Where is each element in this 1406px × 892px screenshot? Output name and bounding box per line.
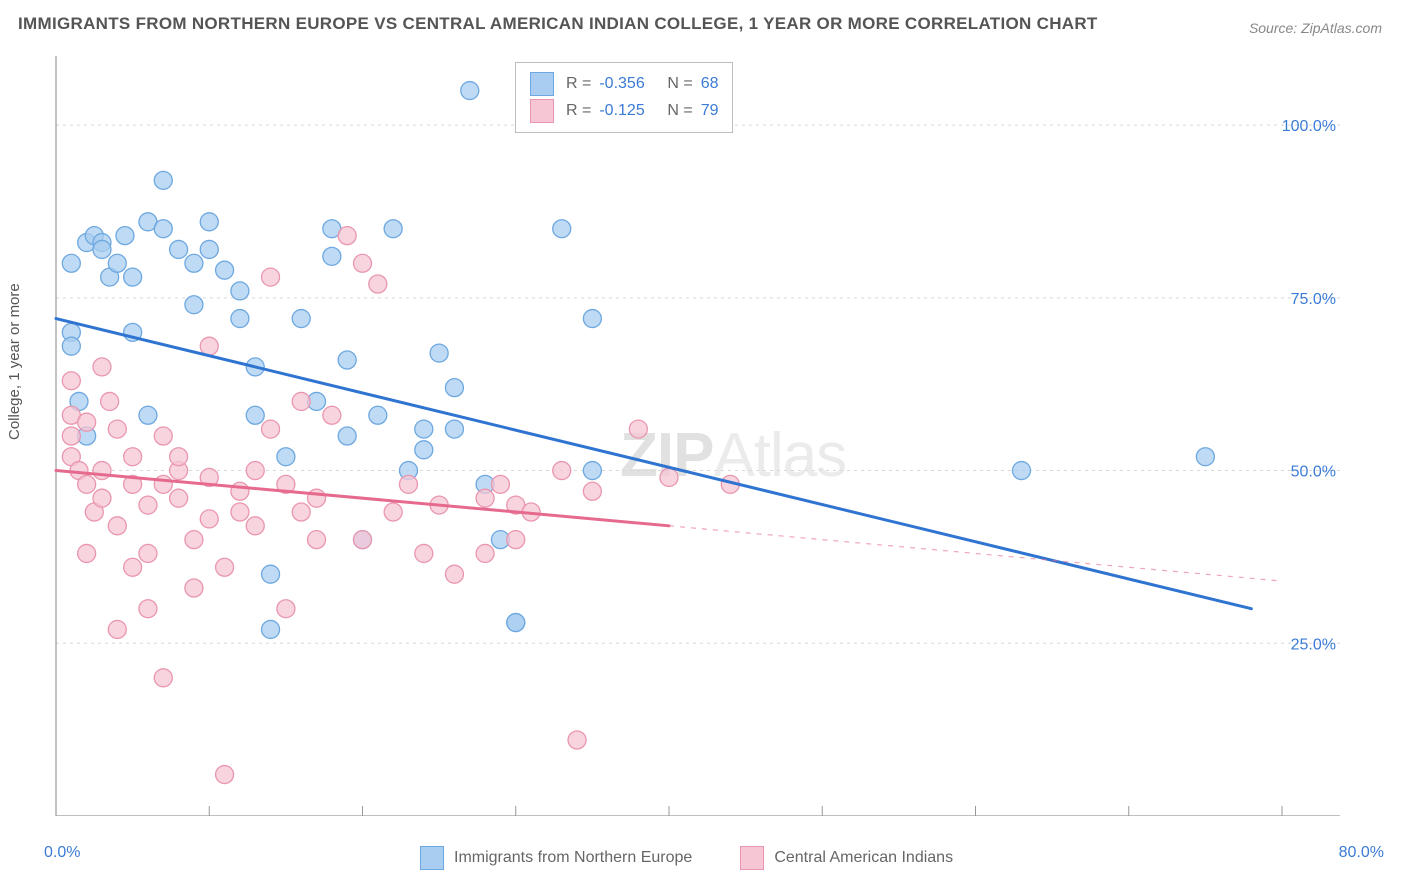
legend-row-series1: R = -0.356 N = 68 xyxy=(530,72,718,96)
svg-text:25.0%: 25.0% xyxy=(1291,636,1336,653)
n-value-1: 68 xyxy=(701,75,719,93)
scatter-chart: 25.0% 50.0% 75.0% 100.0% xyxy=(50,56,1340,816)
source-attribution: Source: ZipAtlas.com xyxy=(1249,20,1382,36)
svg-text:50.0%: 50.0% xyxy=(1291,464,1336,481)
svg-text:75.0%: 75.0% xyxy=(1291,291,1336,308)
n-label: N = xyxy=(667,75,692,93)
chart-title: IMMIGRANTS FROM NORTHERN EUROPE VS CENTR… xyxy=(18,14,1098,34)
y-axis-label: College, 1 year or more xyxy=(6,283,23,440)
n-value-2: 79 xyxy=(701,102,719,120)
r-label: R = xyxy=(566,102,591,120)
r-value-2: -0.125 xyxy=(599,102,655,120)
x-tick-min: 0.0% xyxy=(44,844,80,862)
legend-label-1: Immigrants from Northern Europe xyxy=(454,849,692,867)
swatch-series2 xyxy=(530,99,554,123)
legend-label-2: Central American Indians xyxy=(774,849,953,867)
legend-row-series2: R = -0.125 N = 79 xyxy=(530,99,718,123)
series-legend: Immigrants from Northern Europe Central … xyxy=(420,846,953,870)
correlation-legend: R = -0.356 N = 68 R = -0.125 N = 79 xyxy=(515,62,733,133)
swatch-series2 xyxy=(740,846,764,870)
swatch-series1 xyxy=(420,846,444,870)
r-label: R = xyxy=(566,75,591,93)
legend-item-2: Central American Indians xyxy=(740,846,953,870)
svg-text:100.0%: 100.0% xyxy=(1282,118,1336,135)
r-value-1: -0.356 xyxy=(599,75,655,93)
x-tick-max: 80.0% xyxy=(1339,844,1384,862)
n-label: N = xyxy=(667,102,692,120)
legend-item-1: Immigrants from Northern Europe xyxy=(420,846,692,870)
swatch-series1 xyxy=(530,72,554,96)
